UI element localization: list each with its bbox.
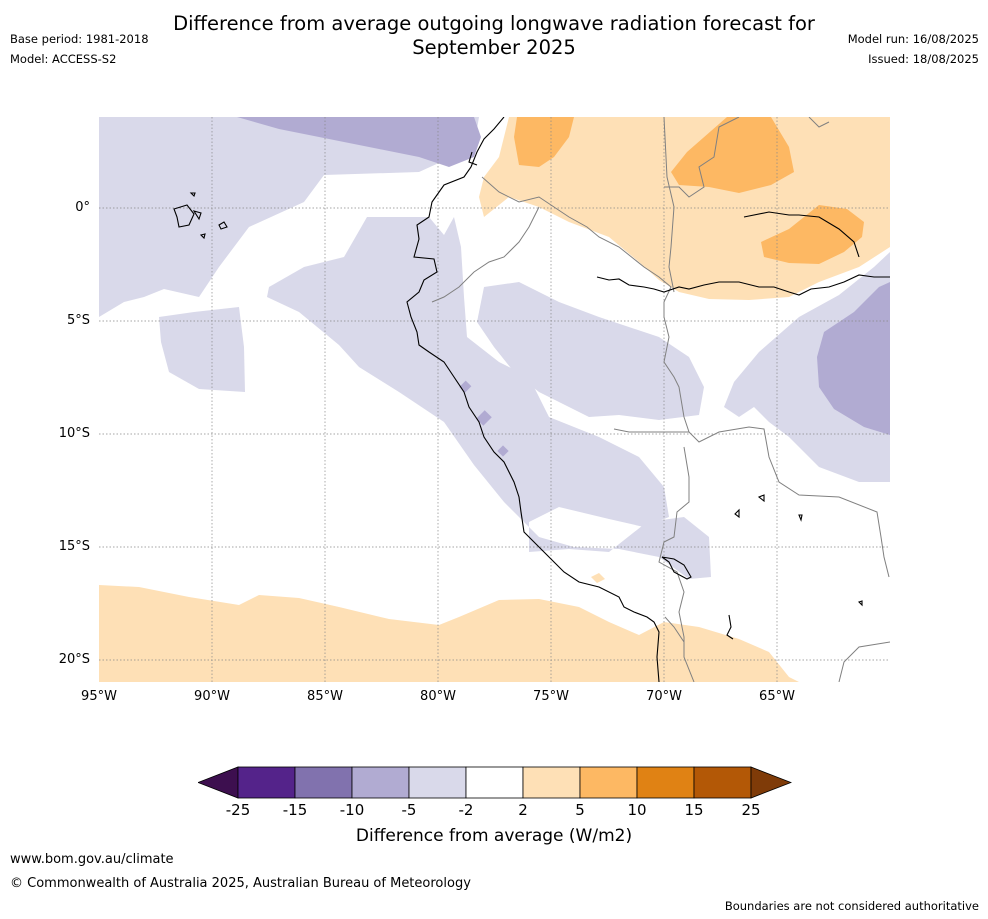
footer-url[interactable]: www.bom.gov.au/climate (10, 852, 174, 867)
colorbar-tick-label: 5 (575, 801, 585, 819)
colorbar-box (351, 766, 410, 799)
colorbar-tick-label: -5 (402, 801, 417, 819)
olr-spot-3 (497, 445, 509, 457)
issued-date: Issued: 18/08/2025 (868, 52, 979, 66)
colorbar-tick-label: 15 (684, 801, 703, 819)
title-line-1: Difference from average outgoing longwav… (173, 12, 815, 35)
colorbar-box (636, 766, 695, 799)
olr-region-medium-orange-3 (761, 205, 864, 264)
colorbar-tick-label: -2 (459, 801, 474, 819)
colorbar-box (294, 766, 353, 799)
colorbar-box (408, 766, 467, 799)
colorbar-tick-label: -15 (283, 801, 308, 819)
lat-label-20s: 20°S (58, 652, 90, 667)
lon-label-95w: 95°W (81, 689, 117, 704)
lat-label-10s: 10°S (58, 426, 90, 441)
olr-region-medium-purple-east (817, 282, 890, 435)
olr-region-light-orange-south (99, 585, 799, 682)
colorbar-arrow-low (198, 766, 239, 799)
copyright-text: © Commonwealth of Australia 2025, Austra… (10, 876, 471, 891)
lat-label-15s: 15°S (58, 539, 90, 554)
colorbar: -25 -15 -10 -5 -2 2 5 10 15 25 (198, 766, 792, 819)
colorbar-tick-label: 2 (518, 801, 528, 819)
colorbar-box (579, 766, 638, 799)
lon-label-70w: 70°W (646, 689, 682, 704)
colorbar-box (465, 766, 524, 799)
colorbar-tick-label: -10 (340, 801, 365, 819)
chart-title: Difference from average outgoing longwav… (0, 12, 988, 60)
olr-region-medium-orange-1 (514, 117, 574, 167)
lon-label-90w: 90°W (194, 689, 230, 704)
olr-spot-2 (476, 410, 492, 426)
lat-label-5s: 5°S (66, 313, 90, 328)
olr-spot-orange (591, 573, 605, 583)
colorbar-tick-label: -25 (226, 801, 251, 819)
meta-right: Model run: 16/08/2025 Issued: 18/08/2025 (848, 32, 979, 72)
colorbar-box (522, 766, 581, 799)
colorbar-label: Difference from average (W/m2) (355, 826, 633, 846)
coastline (173, 117, 890, 682)
olr-region-light-purple-pacific-blob (159, 307, 245, 392)
olr-region-light-purple-west (99, 117, 479, 317)
map-panel (99, 117, 890, 682)
colorbar-box (237, 766, 296, 799)
olr-region-medium-orange-2 (671, 117, 794, 193)
lon-label-85w: 85°W (307, 689, 343, 704)
title-line-2: September 2025 (412, 36, 576, 59)
colorbar-box (693, 766, 752, 799)
grid-lines (99, 117, 890, 682)
meta-left: Base period: 1981-2018 Model: ACCESS-S2 (10, 32, 149, 72)
lon-label-65w: 65°W (759, 689, 795, 704)
olr-region-light-purple-amazon (477, 282, 704, 420)
boundary-disclaimer: Boundaries are not considered authoritat… (724, 899, 979, 913)
olr-region-medium-purple-north (237, 117, 481, 167)
olr-region-light-purple-east (724, 252, 890, 482)
lat-label-0: 0° (75, 200, 90, 215)
lon-label-75w: 75°W (533, 689, 569, 704)
lon-label-80w: 80°W (420, 689, 456, 704)
olr-region-light-purple-coastal (267, 217, 711, 579)
model-name: Model: ACCESS-S2 (10, 52, 117, 66)
colorbar-tick-label: 10 (627, 801, 646, 819)
colorbar-arrow-high (750, 766, 792, 799)
country-borders (431, 117, 890, 682)
colorbar-tick-label: 25 (741, 801, 760, 819)
base-period: Base period: 1981-2018 (10, 32, 149, 46)
model-run: Model run: 16/08/2025 (847, 32, 979, 46)
